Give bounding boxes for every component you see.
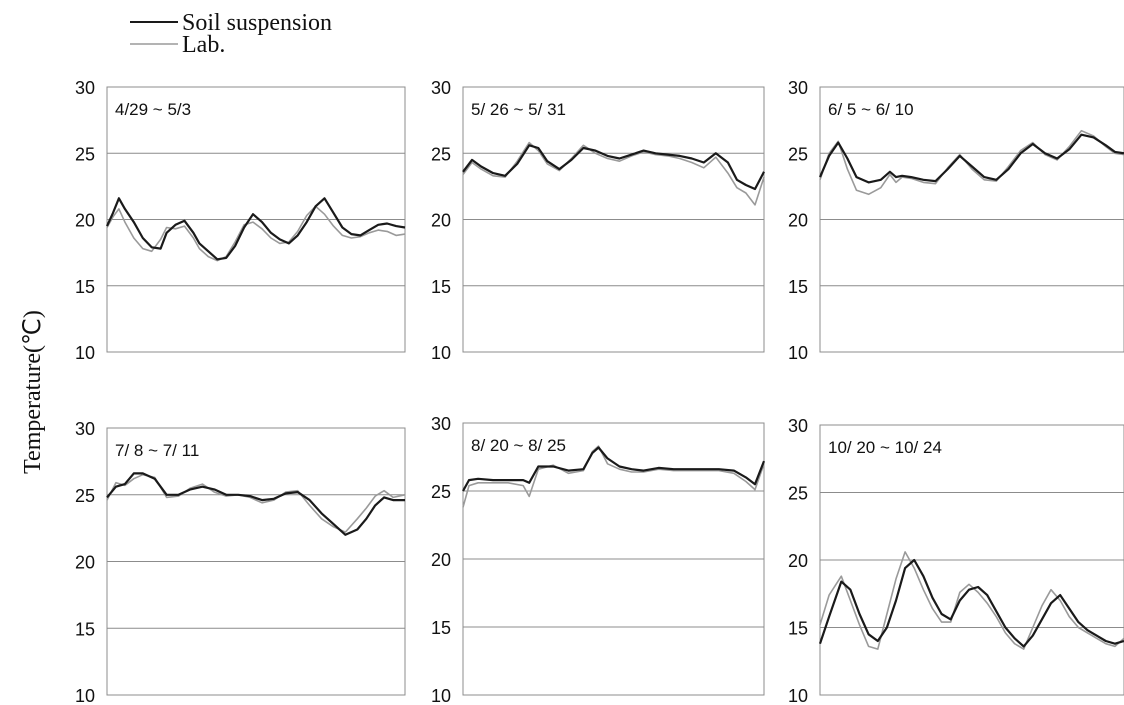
y-tick-label: 25 [431,144,451,164]
y-tick-label: 20 [75,553,95,573]
y-tick-label: 30 [75,78,95,98]
y-tick-label: 10 [75,343,95,363]
y-tick-label: 30 [431,414,451,434]
series-line-lab [819,551,1124,650]
panel-5-26-5-31: 10 15 20 25 30 5/ 26 ~ 5/ 31 [431,78,765,363]
y-tick-label: 25 [788,484,808,504]
panels: 10 15 20 25 30 4/29 ~ 5/3 10 15 20 25 30 5/ 26 ~ 5/… [75,78,1124,705]
period-label: 6/ 5 ~ 6/ 10 [828,100,914,119]
y-tick-label: 25 [788,144,808,164]
period-label: 10/ 20 ~ 10/ 24 [828,438,942,457]
y-tick-label: 20 [431,211,451,231]
y-tick-label: 30 [788,78,808,98]
series-line-soil-suspension [106,472,405,536]
plot-frame [106,86,406,353]
series-line-soil-suspension [462,446,766,492]
y-tick-label: 10 [788,686,808,705]
panel-8-20-8-25: 10 15 20 25 30 8/ 20 ~ 8/ 25 [431,414,766,705]
y-tick-label: 30 [431,78,451,98]
series-line-soil-suspension [818,133,1124,184]
y-tick-label: 10 [75,686,95,705]
series-line-lab [819,129,1124,196]
series-line-soil-suspension [105,197,406,261]
series-line-lab [106,473,406,533]
y-tick-label: 25 [431,482,451,502]
period-label: 7/ 8 ~ 7/ 11 [115,441,199,460]
panel-7-8-7-11: 10 15 20 25 30 7/ 8 ~ 7/ 11 [75,419,406,705]
period-label: 5/ 26 ~ 5/ 31 [471,100,566,119]
y-tick-label: 15 [431,277,451,297]
plot-frame [819,86,1124,353]
y-tick-label: 20 [788,551,808,571]
series-line-lab [106,205,406,262]
plot-frame [462,422,765,696]
y-tick-label: 10 [788,343,808,363]
y-tick-label: 30 [788,416,808,436]
legend-label-soil: Soil suspension [182,10,332,36]
y-tick-label: 20 [431,550,451,570]
y-axis-label: Temperature(℃) [20,310,46,474]
y-tick-label: 10 [431,343,451,363]
plot-frame [819,424,1124,696]
series-line-soil-suspension [462,144,765,191]
plot-frame [106,427,406,696]
y-tick-label: 25 [75,144,95,164]
series-line-soil-suspension [818,558,1124,648]
y-tick-label: 15 [75,619,95,639]
y-tick-label: 20 [75,211,95,231]
y-tick-label: 20 [788,211,808,231]
panel-4-29-5-3: 10 15 20 25 30 4/29 ~ 5/3 [75,78,406,363]
period-label: 8/ 20 ~ 8/ 25 [471,436,566,455]
panel-6-5-6-10: 10 15 20 25 30 6/ 5 ~ 6/ 10 [788,78,1124,363]
plot-frame [462,86,765,353]
y-tick-label: 15 [788,277,808,297]
y-tick-label: 15 [788,619,808,639]
y-tick-label: 15 [75,277,95,297]
period-label: 4/29 ~ 5/3 [115,100,191,119]
legend-label-lab: Lab. [182,32,225,58]
y-tick-label: 10 [431,686,451,705]
legend: Soil suspension Lab. [130,10,332,58]
series-line-lab [462,445,765,508]
y-tick-label: 15 [431,618,451,638]
y-tick-label: 25 [75,486,95,506]
y-tick-label: 30 [75,419,95,439]
panel-10-20-10-24: 10 15 20 25 30 10/ 20 ~ 10/ 24 [788,416,1124,705]
